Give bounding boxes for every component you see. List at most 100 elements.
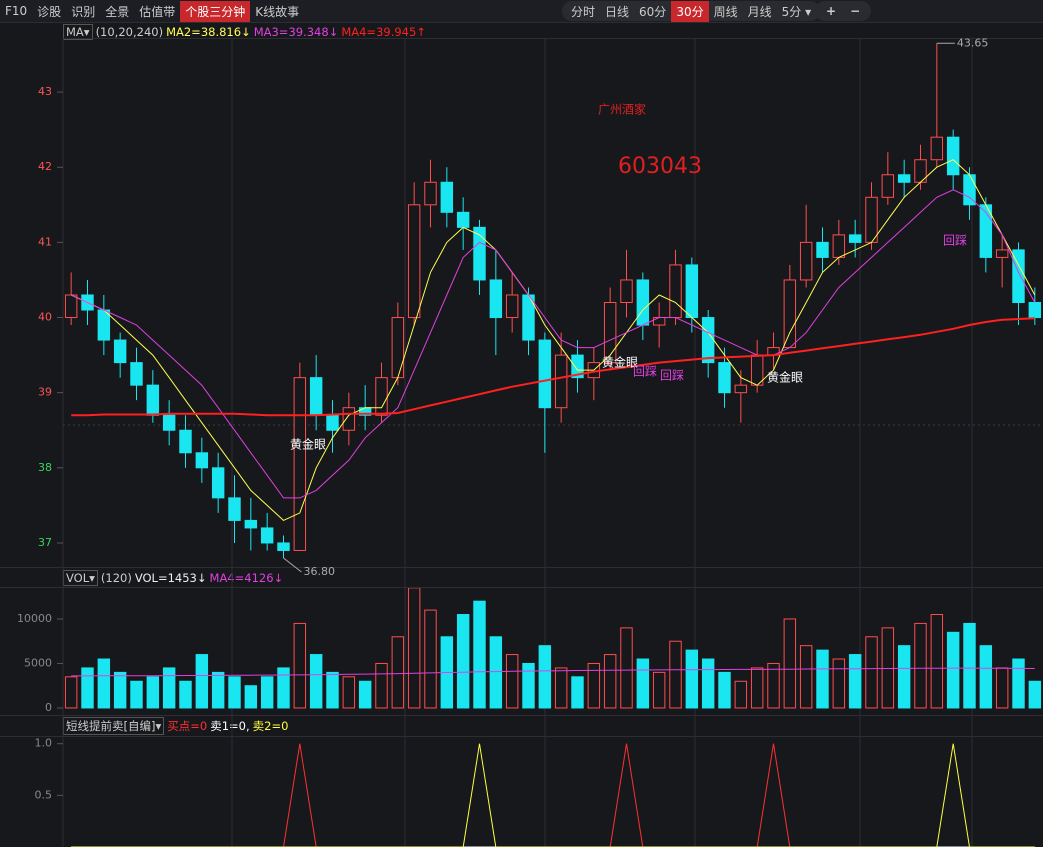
legend-entry: MA4=4126↓ <box>209 571 284 585</box>
y-tick-label: 10000 <box>17 612 52 625</box>
period-tab[interactable]: 5分 ▾ <box>781 4 812 19</box>
volume-bar <box>587 662 601 709</box>
candle-body <box>342 407 356 431</box>
indicator-params: (10,20,240) <box>95 25 164 39</box>
candle-body <box>244 519 258 529</box>
y-tick-label: 40 <box>38 311 52 324</box>
candle-body <box>391 317 405 379</box>
panel <box>71 743 1035 847</box>
candle-body <box>162 414 176 431</box>
y-tick-label: 39 <box>38 386 52 399</box>
volume-bar <box>636 658 650 709</box>
candle-body <box>277 542 290 551</box>
volume-bar <box>571 676 584 709</box>
candle-body <box>930 136 944 161</box>
volume-bar <box>718 671 731 709</box>
zoom-button[interactable]: − <box>850 4 861 18</box>
candle-body <box>375 377 388 416</box>
toolbar-tab[interactable]: F10 <box>5 4 28 18</box>
candle-body <box>407 204 421 319</box>
period-tab[interactable]: 60分 <box>639 4 667 19</box>
candle-body <box>799 241 813 281</box>
volume-bar <box>260 676 274 709</box>
volume-bar <box>375 662 388 709</box>
toolbar-tab[interactable]: 诊股 <box>37 4 62 19</box>
volume-bar <box>146 676 160 709</box>
y-tick-label: 41 <box>38 235 52 248</box>
period-tab[interactable]: 30分 <box>671 0 709 22</box>
toolbar-tab[interactable]: 全景 <box>105 4 130 19</box>
period-tabs: 分时 日线 60分 30分 周线 月线 5分 ▾ <box>562 0 821 22</box>
volume-bar <box>522 662 535 709</box>
volume-bar <box>195 654 209 709</box>
period-tab[interactable]: 月线 <box>747 4 772 19</box>
ma-line <box>71 743 1035 847</box>
volume-bar <box>832 658 846 709</box>
candle-body <box>456 211 470 228</box>
volume-bar <box>391 636 405 709</box>
period-tab[interactable]: 周线 <box>713 4 738 19</box>
y-tick-label: 42 <box>38 160 52 173</box>
candle-body <box>195 452 209 469</box>
candle-body <box>865 196 878 243</box>
signal-label: 回踩 <box>660 369 684 383</box>
volume-bar <box>897 645 911 709</box>
candle-body <box>309 377 323 416</box>
indicator-name: 短线提前卖[自编]▾ <box>63 717 165 735</box>
series-name: VOL=1453↓ <box>134 571 207 585</box>
legend-entry: MA2=38.816↓ <box>166 25 251 39</box>
period-tab[interactable]: 分时 <box>571 4 596 19</box>
volume-bar <box>358 680 372 709</box>
signal-label: 黄金眼 <box>602 355 638 370</box>
signal-label: 黄金眼 <box>767 370 803 385</box>
stock-name: 广州酒家 <box>598 102 646 117</box>
signal-label: 回踩 <box>943 234 967 248</box>
candle-body <box>538 339 552 409</box>
candle-body <box>848 234 862 243</box>
candle-body <box>685 264 699 319</box>
ma-line <box>71 317 1035 417</box>
volume-bar <box>603 654 617 709</box>
toolbar-tab[interactable]: 个股三分钟 <box>180 0 251 22</box>
y-tick-label: 5000 <box>24 656 52 669</box>
candle-body <box>897 174 911 183</box>
period-tab[interactable]: 日线 <box>605 4 630 19</box>
candle-body <box>734 384 748 394</box>
candle-body <box>816 241 829 258</box>
candle-body <box>260 527 274 544</box>
toolbar: F10 诊股 识别 全景 估值带 个股三分钟 K线故事 分时 日线 60分 30分 周线 月线 5分 ▾… <box>0 0 1043 22</box>
volume-bar <box>407 588 421 709</box>
indicator-header: 短线提前卖[自编]▾ 买点=0 卖1=0, 卖2=0 <box>63 717 288 735</box>
candle-body <box>1028 302 1042 319</box>
volume-bar <box>1012 658 1025 709</box>
volume-header: VOL▾ (120) VOL=1453↓ MA4=4126↓ <box>63 570 283 586</box>
zoom-button[interactable]: + <box>826 4 837 18</box>
candle-body <box>636 279 650 326</box>
legend-entry: 卖1=0, <box>210 719 250 733</box>
volume-bar <box>473 600 486 709</box>
volume-bar <box>963 622 976 709</box>
volume-bar <box>179 680 192 709</box>
volume-bar <box>244 685 258 709</box>
volume-bar <box>734 680 748 709</box>
high-label: 43.65 <box>957 36 989 49</box>
y-tick-label: 43 <box>38 85 52 98</box>
candle-body <box>113 339 127 364</box>
candle-body <box>571 354 584 379</box>
toolbar-tab[interactable]: 估值带 <box>139 4 176 19</box>
candle-body <box>554 354 568 409</box>
candle-body <box>946 136 960 176</box>
toolbar-tab[interactable]: 识别 <box>71 4 96 19</box>
volume-bar <box>930 614 944 709</box>
volume-bar <box>309 654 323 709</box>
toolbar-tab[interactable]: K线故事 <box>255 4 300 19</box>
volume-bar <box>130 680 143 709</box>
volume-bar <box>489 636 503 709</box>
candle-body <box>326 414 339 431</box>
volume-bar <box>620 627 633 709</box>
volume-bar <box>293 622 307 709</box>
candle-body <box>750 354 764 386</box>
volume-bar <box>995 667 1009 709</box>
